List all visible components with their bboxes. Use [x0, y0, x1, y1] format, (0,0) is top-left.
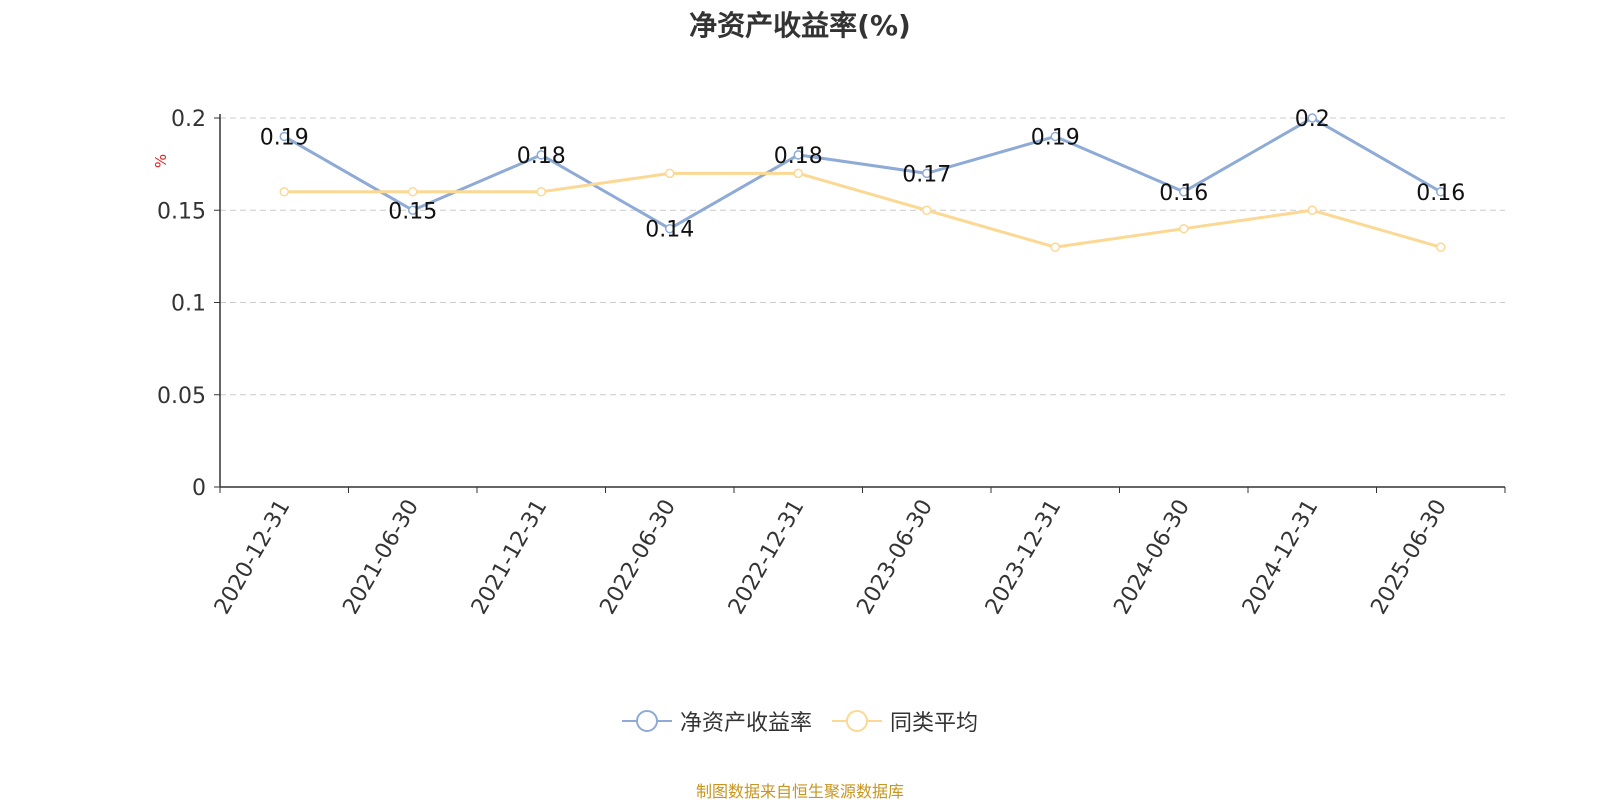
series-2-point[interactable] [665, 168, 675, 179]
series-1-point[interactable] [1179, 187, 1189, 197]
y-axis-unit-label: % [152, 154, 170, 168]
series-1-point[interactable] [536, 150, 546, 160]
series-line-2 [284, 171, 1442, 249]
data-label: 0.18 [517, 144, 566, 169]
y-tick-label: 0.2 [171, 107, 206, 132]
x-tick-label: 2020-12-31 [210, 496, 296, 619]
x-tick-label: 2022-12-31 [724, 496, 810, 619]
data-label-layer: 0.19 0.15 0.18 0.14 0.18 0.17 0.19 0.16 0.2 0.16 [260, 107, 1465, 243]
y-tick-label: 0.05 [157, 384, 206, 409]
data-label: 0.18 [774, 144, 823, 169]
legend-line-marker [832, 710, 882, 732]
legend-line-marker [621, 710, 672, 732]
series-1-point[interactable] [922, 168, 932, 179]
y-tick-label: 0.1 [171, 292, 206, 317]
x-tick-label: 2022-06-30 [595, 496, 681, 619]
series-2-point[interactable] [1436, 242, 1446, 252]
data-label: 0.17 [902, 162, 951, 187]
series-2-point[interactable] [1307, 205, 1317, 215]
y-tick-label: 0 [192, 476, 206, 501]
series-1-point[interactable] [1307, 113, 1317, 123]
legend-label: 同类平均 [890, 711, 979, 736]
series-1-point[interactable] [665, 223, 675, 234]
y-tick-label: 0.15 [157, 199, 206, 224]
x-tick-label: 2021-12-31 [467, 496, 553, 619]
series-1-point[interactable] [793, 150, 803, 160]
legend-item-series-1[interactable]: 净资产收益率 [621, 705, 812, 737]
series-1-point[interactable] [1436, 187, 1446, 197]
series-2-point[interactable] [1179, 223, 1189, 234]
data-label: 0.16 [1416, 181, 1465, 206]
x-tick-label: 2024-12-31 [1238, 496, 1324, 619]
data-label: 0.19 [1031, 125, 1080, 150]
data-label: 0.14 [645, 218, 694, 243]
x-tick-label: 2025-06-30 [1366, 496, 1452, 619]
x-tick-label: 2024-06-30 [1109, 496, 1195, 619]
chart-title: 净资产收益率(%) [689, 9, 911, 42]
series-2-point[interactable] [793, 168, 803, 179]
series-1-point[interactable] [1050, 131, 1060, 142]
legend-item-series-2[interactable]: 同类平均 [832, 705, 978, 737]
series-2-point[interactable] [408, 187, 418, 197]
series-layer [279, 113, 1446, 252]
series-2-point[interactable] [1050, 242, 1060, 252]
data-label: 0.16 [1159, 181, 1208, 206]
legend: 净资产收益率 同类平均 [0, 705, 1600, 737]
series-1-point[interactable] [279, 131, 289, 142]
grid-layer [220, 117, 1505, 396]
x-tick-label: 2023-12-31 [981, 496, 1067, 619]
x-tick-label: 2021-06-30 [338, 496, 424, 619]
data-label: 0.19 [260, 125, 309, 150]
series-2-point[interactable] [536, 187, 546, 197]
source-note: 制图数据来自恒生聚源数据库 [695, 782, 904, 801]
series-line-1 [283, 116, 1442, 231]
data-label: 0.2 [1295, 107, 1330, 132]
series-2-point[interactable] [922, 205, 932, 215]
series-1-point[interactable] [408, 205, 418, 215]
x-tick-label: 2023-06-30 [852, 496, 938, 619]
legend-label: 净资产收益率 [679, 711, 812, 736]
data-label: 0.15 [388, 199, 437, 224]
series-2-point[interactable] [279, 187, 289, 197]
